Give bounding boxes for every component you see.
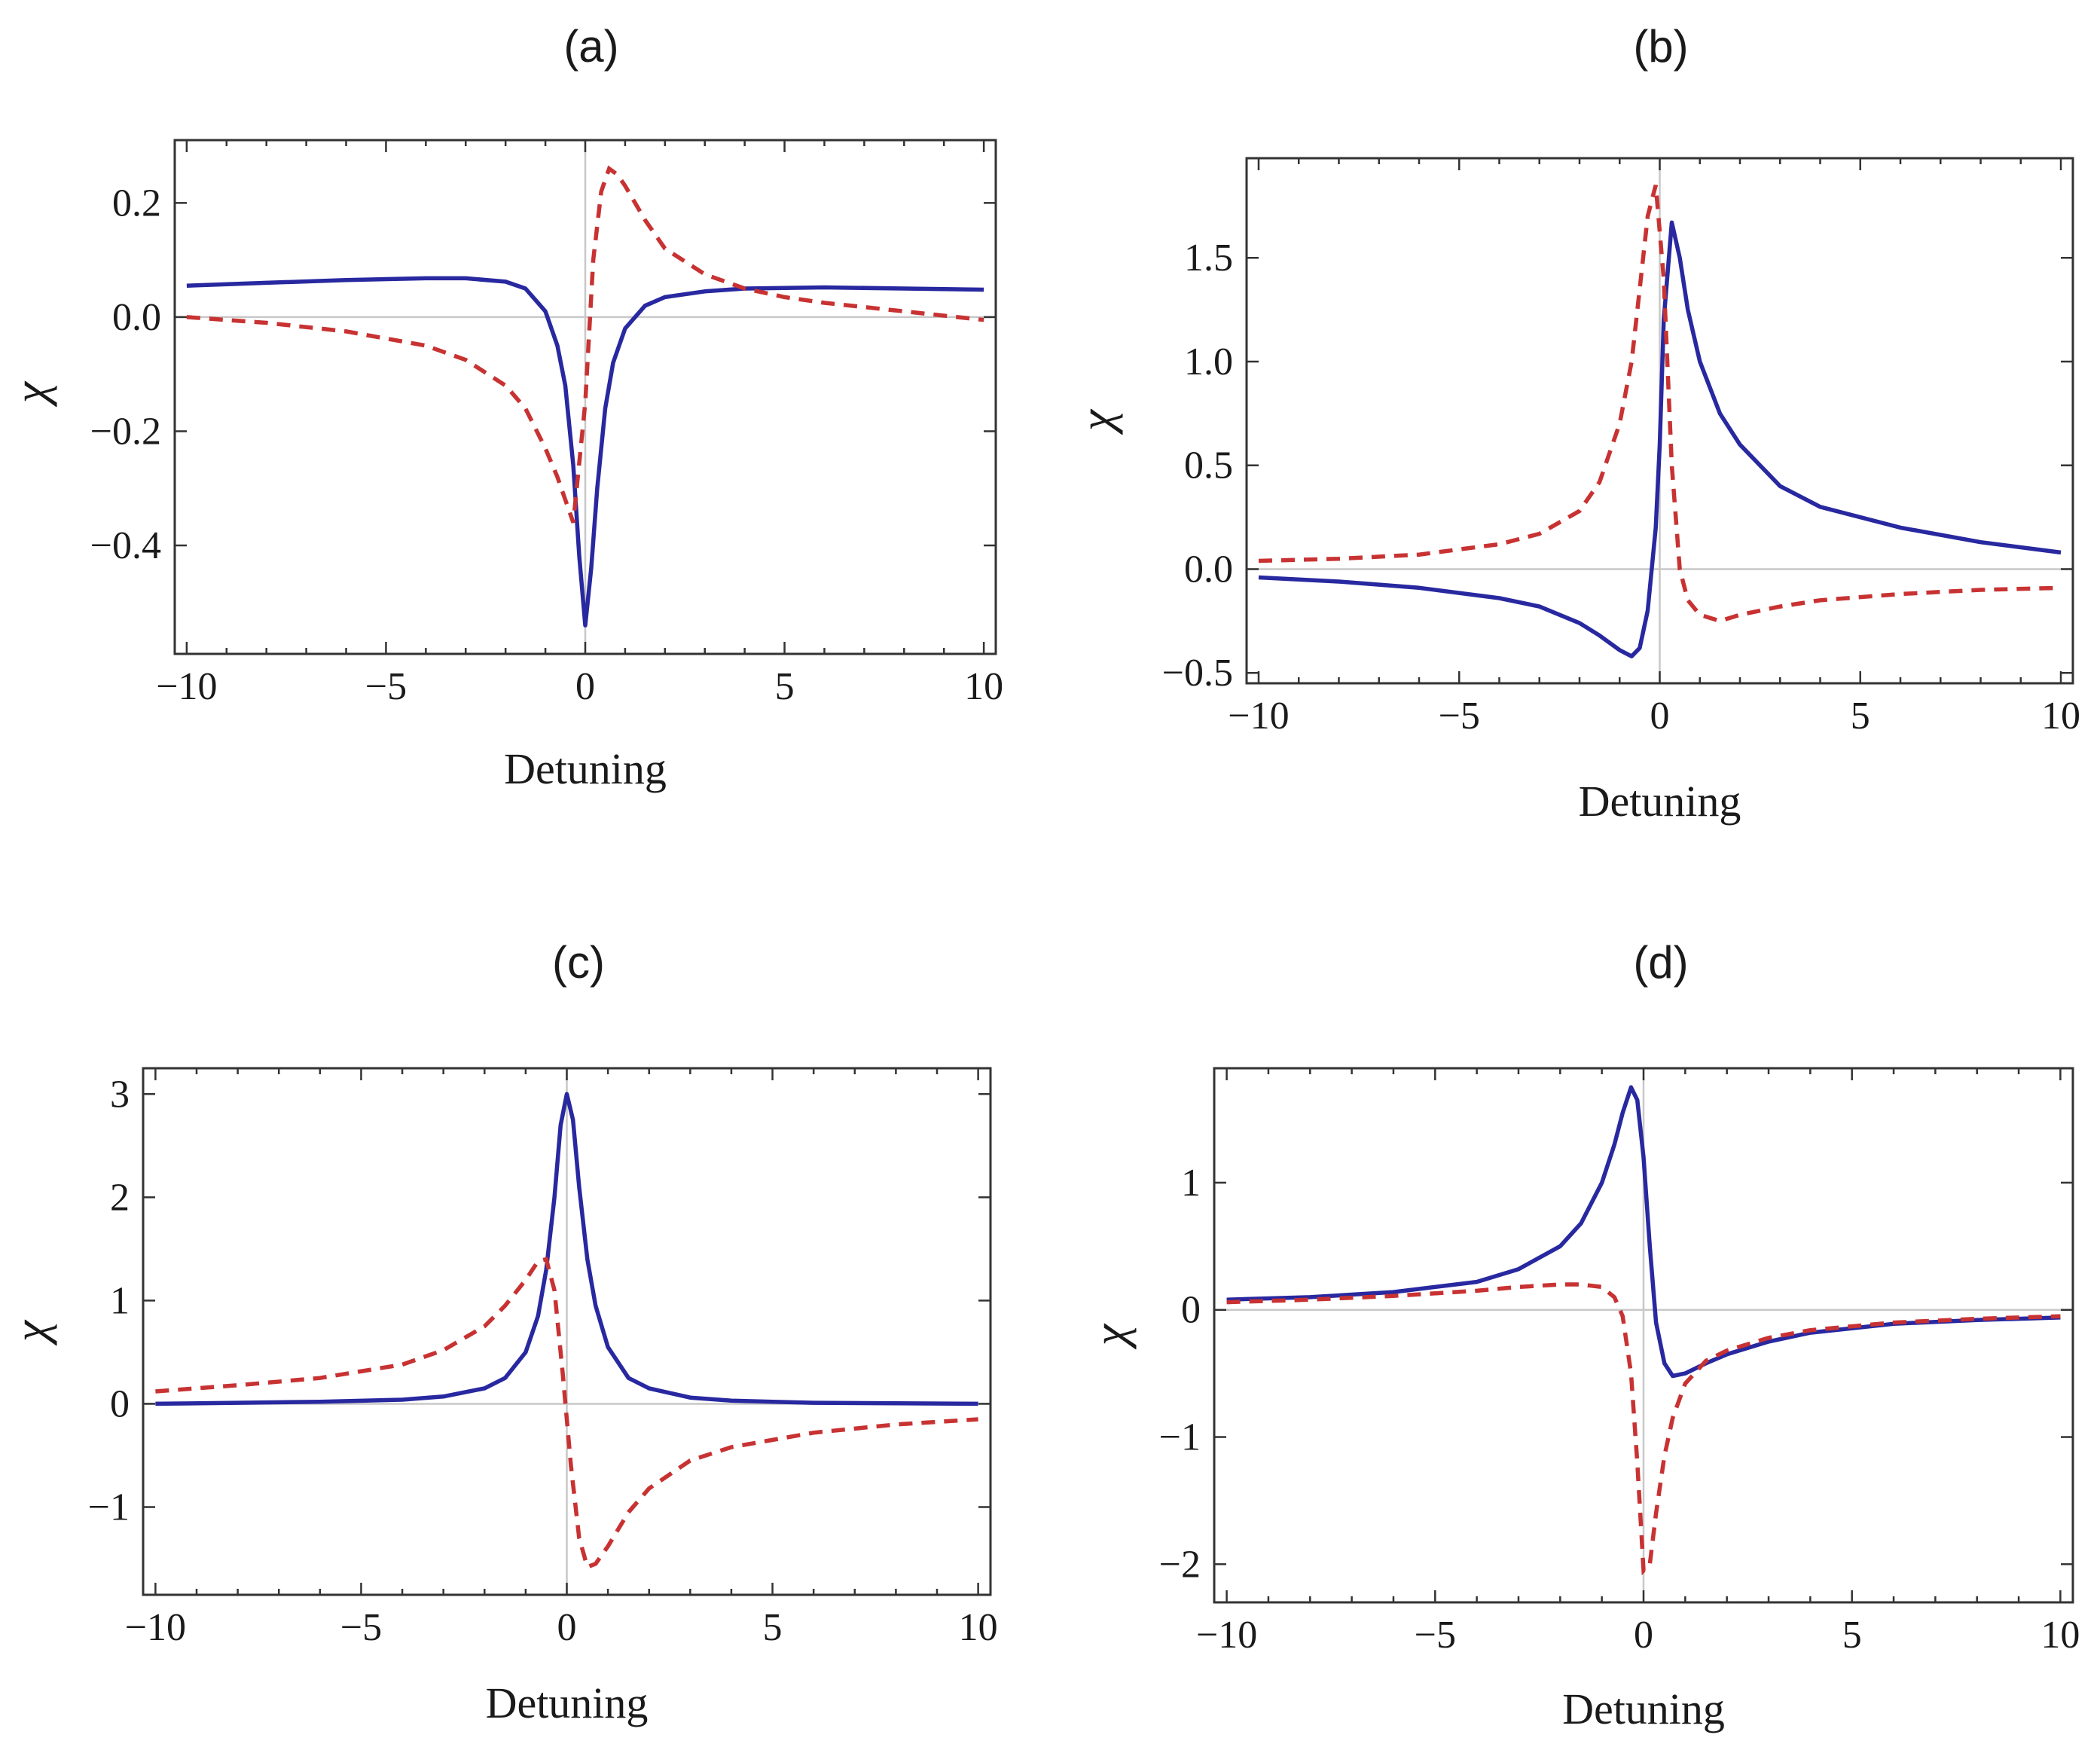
y-tick-label: 3 [110, 1073, 130, 1116]
y-axis-title: χ [1083, 1323, 1137, 1350]
dashed-series-line [155, 1257, 978, 1570]
y-tick-label: 0.2 [112, 182, 161, 224]
solid-series-line [155, 1092, 978, 1406]
panel-label: (d) [1633, 937, 1688, 988]
x-axis-title: Detuning [1579, 777, 1741, 826]
dashed-series-line [186, 165, 984, 524]
x-tick-label: −5 [365, 665, 407, 708]
y-axis-title: χ [1070, 408, 1123, 435]
y-tick-label: 1.0 [1184, 341, 1233, 383]
x-tick-label: 5 [763, 1606, 783, 1649]
y-tick-label: 1 [110, 1279, 130, 1322]
x-tick-label: 0 [575, 665, 595, 708]
x-axis-title: Detuning [1562, 1684, 1725, 1733]
y-tick-label: −2 [1159, 1543, 1201, 1586]
solid-series-line [1226, 1085, 2061, 1379]
x-tick-label: −10 [125, 1606, 186, 1649]
x-tick-label: 10 [964, 665, 1003, 708]
x-axis-title: Detuning [504, 744, 667, 793]
x-tick-label: 5 [775, 665, 795, 708]
x-tick-label: −5 [1415, 1614, 1456, 1657]
x-tick-label: 10 [959, 1606, 998, 1649]
x-tick-label: −5 [340, 1606, 382, 1649]
x-tick-label: −5 [1439, 695, 1480, 738]
x-tick-label: 10 [2041, 695, 2080, 738]
x-tick-label: 5 [1842, 1614, 1862, 1657]
solid-series-line [186, 276, 984, 628]
y-tick-label: −1 [88, 1486, 130, 1529]
y-tick-label: −0.4 [90, 524, 161, 567]
x-tick-label: 10 [2040, 1614, 2080, 1657]
solid-series-line [1258, 220, 2062, 658]
y-tick-label: 0.5 [1184, 444, 1233, 487]
panel-label: (c) [552, 937, 605, 988]
dashed-series-line [1258, 185, 2062, 624]
plot-frame [1245, 157, 2074, 685]
dashed-series-line [1226, 1282, 2061, 1576]
y-tick-label: 0 [1181, 1289, 1201, 1332]
y-tick-label: 0.0 [1184, 548, 1233, 591]
x-tick-label: −10 [1228, 695, 1289, 738]
y-tick-label: 1.5 [1184, 237, 1233, 279]
panel-b: (b) −10 −5 0 5 10 1.5 1.0 0.5 0.0 −0.5 Detuning χ [1070, 21, 2080, 826]
y-tick-label: −1 [1159, 1416, 1201, 1459]
x-tick-label: −10 [1196, 1614, 1257, 1657]
y-tick-label: −0.2 [90, 410, 161, 453]
panel-label: (b) [1633, 21, 1688, 72]
y-tick-label: 2 [110, 1176, 130, 1219]
panel-a: (a) −10 −5 0 5 10 0.2 0.0 −0.2 −0.4 Detuning χ [4, 21, 1003, 793]
plot-frame [1213, 1067, 2074, 1604]
y-tick-label: 1 [1181, 1162, 1201, 1205]
y-tick-label: 0 [110, 1382, 130, 1425]
panel-label: (a) [563, 21, 618, 72]
x-tick-label: 5 [1851, 695, 1870, 738]
x-tick-label: 0 [1634, 1614, 1653, 1657]
y-axis-title: χ [4, 380, 57, 408]
plot-frame [142, 1067, 992, 1596]
y-axis-title: χ [4, 1319, 57, 1346]
x-axis-title: Detuning [486, 1678, 649, 1727]
plot-frame [173, 139, 997, 655]
x-tick-label: 0 [1650, 695, 1670, 738]
y-tick-label: −0.5 [1162, 652, 1233, 695]
y-tick-label: 0.0 [112, 296, 161, 339]
x-tick-label: 0 [557, 1606, 577, 1649]
x-tick-label: −10 [156, 665, 217, 708]
